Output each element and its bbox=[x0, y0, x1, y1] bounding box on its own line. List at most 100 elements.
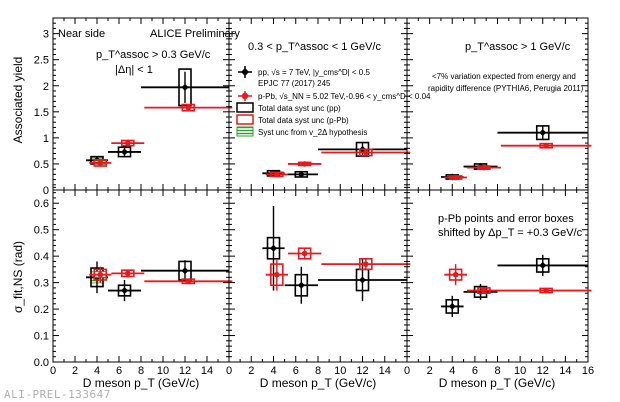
marker-pp bbox=[121, 287, 128, 295]
marker-pp bbox=[539, 261, 547, 269]
marker-ppb bbox=[185, 104, 192, 111]
x-tick-label: 6 bbox=[116, 365, 122, 377]
x-tick-label: 8 bbox=[138, 365, 144, 377]
marker-ppb bbox=[274, 271, 280, 278]
y-tick-label: 0.1 bbox=[34, 331, 49, 343]
marker-ppb bbox=[452, 271, 459, 278]
marker-pp bbox=[359, 276, 366, 284]
panel-frame-top-left bbox=[52, 17, 230, 191]
x-tick-label: 12 bbox=[537, 365, 549, 377]
y-tick-label: 0.2 bbox=[34, 304, 49, 316]
legend-pp-reference: EPJC 77 (2017) 245 bbox=[258, 79, 331, 88]
legend-syst-ppb-box bbox=[236, 114, 254, 125]
note-variation-line1: <7% variation expected from energy and bbox=[432, 72, 576, 81]
legend-syst-v2-box bbox=[236, 126, 254, 137]
x-tick-label: 8 bbox=[315, 365, 321, 377]
marker-ppb bbox=[452, 174, 459, 181]
legend-pp-marker bbox=[238, 66, 252, 78]
panel-frame-bottom-left bbox=[52, 189, 230, 363]
marker-ppb bbox=[481, 164, 487, 171]
marker-ppb bbox=[274, 171, 280, 178]
marker-ppb bbox=[97, 160, 104, 166]
note-shift-line2: shifted by Δp_T = +0.3 GeV/c bbox=[438, 227, 583, 239]
note-variation-line2: rapidity difference (PYTHIA6, Perugia 20… bbox=[428, 84, 584, 93]
marker-ppb bbox=[543, 142, 549, 149]
label-delta-eta: |Δη| < 1 bbox=[115, 64, 153, 76]
x-tick-label: 16 bbox=[582, 365, 594, 377]
marker-ppb bbox=[301, 250, 308, 257]
label-ptassoc-top-left: p_T^assoc > 0.3 GeV/c bbox=[96, 49, 211, 61]
legend-syst-pp-label: Total data syst unc (pp) bbox=[258, 104, 341, 113]
label-alice-preliminary: ALICE Preliminary bbox=[150, 28, 240, 40]
legend-ppb-label: p-Pb, √s_NN = 5.02 TeV,-0.96 < y_cms^D <… bbox=[258, 92, 431, 101]
xlabel-right: D meson p_T (GeV/c) bbox=[439, 376, 555, 390]
watermark-preliminary-id: ALI-PREL-133647 bbox=[4, 388, 111, 401]
x-tick-label: 10 bbox=[514, 365, 526, 377]
marker-pp bbox=[539, 129, 547, 137]
x-tick-label: 4 bbox=[94, 365, 100, 377]
marker-ppb bbox=[481, 287, 487, 294]
x-tick-label: 2 bbox=[427, 365, 433, 377]
x-tick-label: 0 bbox=[226, 365, 232, 377]
y-tick-label: 0.5 bbox=[34, 225, 49, 237]
y-tick-label: 2 bbox=[43, 81, 49, 93]
xlabel-left: D meson p_T (GeV/c) bbox=[83, 376, 199, 390]
x-tick-label: 4 bbox=[270, 365, 276, 377]
y-tick-label: 0 bbox=[43, 185, 49, 197]
marker-ppb bbox=[543, 287, 549, 294]
ylabel-sigma-fit: σ_fit,NS (rad) bbox=[11, 241, 25, 313]
ylabel-associated-yield: Associated yield bbox=[11, 57, 25, 144]
marker-ppb bbox=[363, 261, 369, 267]
plot-layer: 0 0.5 1 1.5 2 2.5 3 0 2 4 6 8 10 12 14 0.0 0.1 0.2 0.3 0.4 0… bbox=[34, 17, 594, 377]
x-tick-label: 2 bbox=[248, 365, 254, 377]
legend-syst-pp-box bbox=[236, 102, 254, 113]
y-tick-label: 0.6 bbox=[34, 198, 49, 210]
y-tick-label: 3 bbox=[43, 29, 49, 41]
label-ptassoc-top-right: p_T^assoc > 1 GeV/c bbox=[465, 41, 571, 53]
marker-ppb bbox=[185, 278, 192, 285]
marker-pp bbox=[181, 83, 189, 91]
y-tick-label: 0.0 bbox=[34, 357, 49, 369]
label-ptassoc-top-middle: 0.3 < p_T^assoc < 1 GeV/c bbox=[248, 41, 381, 53]
note-shift-line1: p-Pb points and error boxes bbox=[438, 213, 574, 225]
x-tick-label: 12 bbox=[356, 365, 368, 377]
xlabel-middle: D meson p_T (GeV/c) bbox=[260, 376, 376, 390]
x-tick-label: 2 bbox=[72, 365, 78, 377]
x-tick-label: 12 bbox=[179, 365, 191, 377]
x-tick-label: 14 bbox=[379, 365, 391, 377]
marker-pp bbox=[181, 267, 189, 275]
x-tick-label: 6 bbox=[293, 365, 299, 377]
legend-ppb-marker bbox=[238, 91, 252, 101]
label-near-side: Near side bbox=[58, 28, 105, 40]
y-tick-label: 0.3 bbox=[34, 278, 49, 290]
panel-frame-bottom-middle bbox=[228, 189, 408, 363]
legend: pp, √s = 7 TeV, |y_cms^D| < 0.5 EPJC 77 … bbox=[236, 66, 431, 137]
x-tick-label: 10 bbox=[157, 365, 169, 377]
marker-ppb bbox=[301, 161, 308, 167]
x-tick-label: 4 bbox=[449, 365, 455, 377]
y-tick-label: 0.5 bbox=[34, 159, 49, 171]
y-tick-label: 0.4 bbox=[34, 251, 49, 263]
marker-ppb bbox=[125, 140, 131, 146]
marker-pp bbox=[448, 302, 456, 310]
marker-pp bbox=[297, 281, 305, 289]
x-tick-label: 14 bbox=[559, 365, 571, 377]
x-tick-label: 0 bbox=[50, 365, 56, 377]
marker-pp bbox=[270, 244, 277, 252]
marker-ppb bbox=[363, 149, 369, 156]
marker-pp bbox=[297, 170, 305, 178]
x-tick-label: 6 bbox=[472, 365, 478, 377]
x-tick-label: 0 bbox=[404, 365, 410, 377]
marker-ppb bbox=[97, 271, 104, 278]
y-tick-label: 2.5 bbox=[34, 55, 49, 67]
y-tick-label: 1 bbox=[43, 133, 49, 145]
x-tick-label: 8 bbox=[494, 365, 500, 377]
marker-ppb bbox=[125, 270, 131, 277]
x-tick-label: 14 bbox=[201, 365, 213, 377]
x-tick-label: 10 bbox=[334, 365, 346, 377]
marker-pp bbox=[121, 148, 128, 156]
y-tick-label: 1.5 bbox=[34, 107, 49, 119]
legend-syst-ppb-label: Total data syst unc (p-Pb) bbox=[258, 116, 349, 125]
legend-pp-label: pp, √s = 7 TeV, |y_cms^D| < 0.5 bbox=[258, 68, 370, 77]
